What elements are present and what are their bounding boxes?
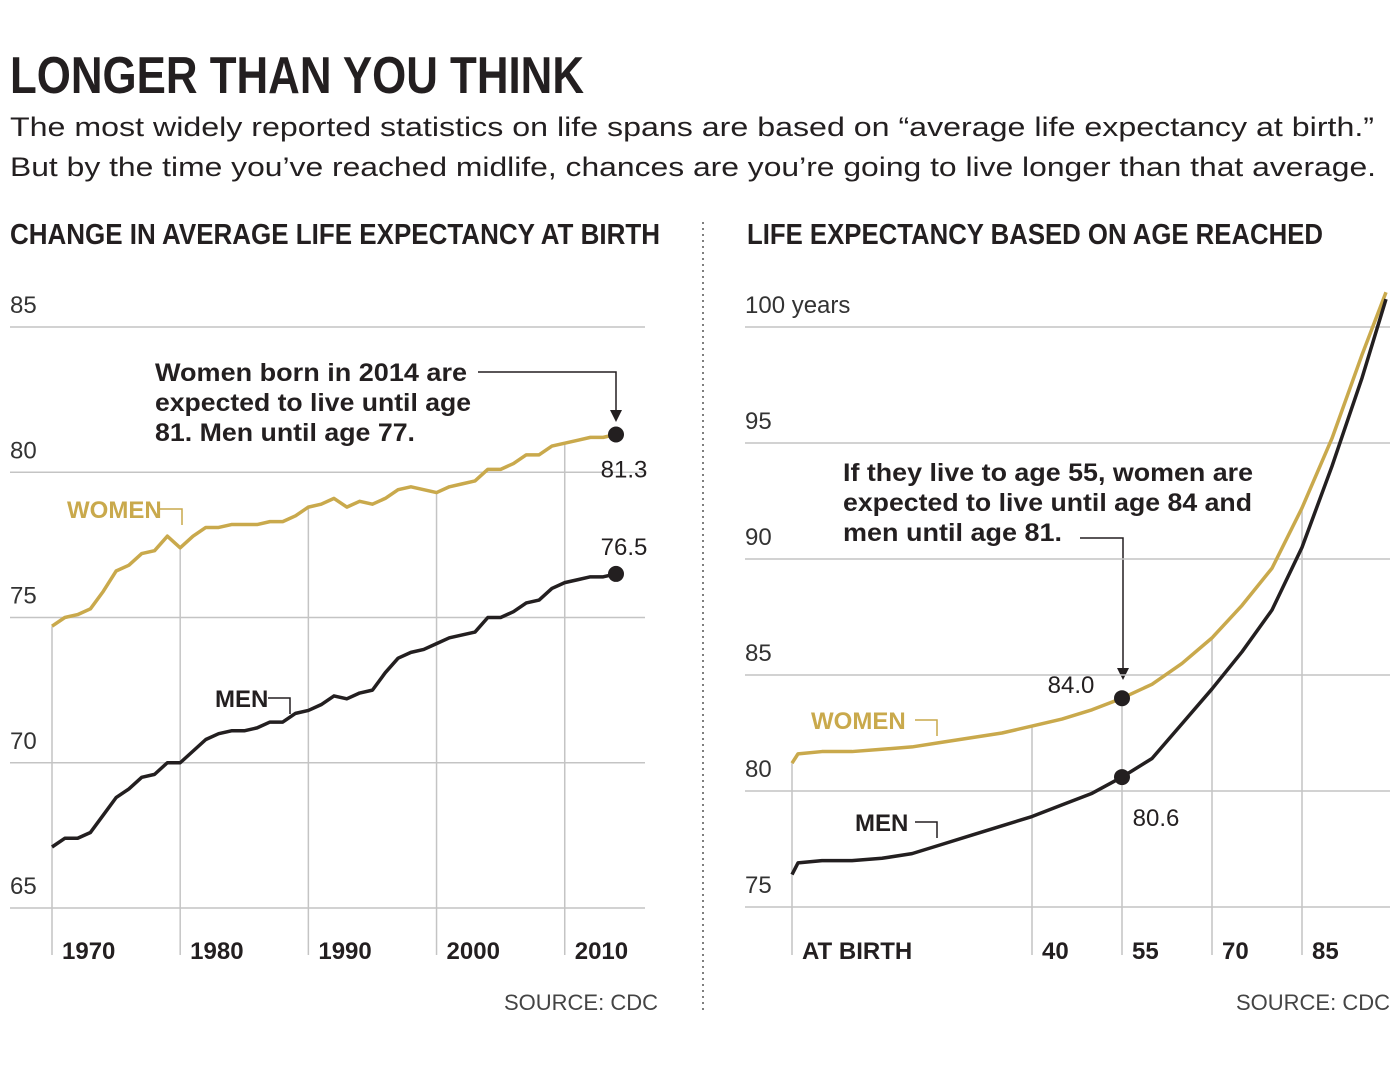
annotation-line: 81. Men until age 77. [155, 419, 415, 447]
x-tick-label: 70 [1222, 938, 1249, 965]
label-bracket [268, 697, 291, 714]
x-tick-label: 1970 [62, 938, 115, 965]
chart-title: CHANGE IN AVERAGE LIFE EXPECTANCY AT BIR… [10, 219, 660, 251]
series-label: WOMEN [67, 497, 162, 524]
y-tick-label: 75 [745, 872, 772, 899]
x-tick-label: 40 [1042, 938, 1069, 965]
x-tick-label: AT BIRTH [802, 938, 912, 965]
label-bracket [915, 821, 938, 838]
series-line [790, 298, 1388, 876]
page-title: LONGER THAN YOU THINK [10, 47, 584, 105]
value-label: 84.0 [1048, 672, 1095, 699]
data-point [1114, 769, 1130, 786]
series-label: MEN [855, 810, 908, 837]
y-tick-label: 100 years [745, 292, 850, 319]
x-tick-label: 1990 [318, 938, 371, 965]
subtitle-line: But by the time you’ve reached midlife, … [10, 152, 1376, 182]
data-point [608, 565, 624, 582]
series-label: MEN [215, 686, 268, 713]
y-tick-label: 70 [10, 728, 37, 755]
series-line [790, 291, 1388, 765]
annotation-arrow [478, 371, 617, 412]
value-label: 80.6 [1133, 805, 1180, 832]
subtitle-line: The most widely reported statistics on l… [10, 112, 1374, 142]
label-bracket [160, 508, 183, 525]
x-tick-label: 85 [1312, 938, 1339, 965]
label-bracket [915, 719, 938, 736]
value-label: 81.3 [601, 456, 648, 483]
annotation-line: expected to live until age [155, 389, 471, 417]
annotation-line: expected to live until age 84 and [843, 489, 1252, 517]
y-tick-label: 80 [10, 437, 37, 464]
annotation-line: If they live to age 55, women are [843, 459, 1253, 487]
arrow-head [1117, 668, 1129, 680]
y-tick-label: 80 [745, 756, 772, 783]
arrow-head [610, 410, 622, 422]
y-tick-label: 65 [10, 873, 37, 900]
annotation: If they live to age 55, women are expect… [843, 459, 1253, 680]
value-label: 76.5 [601, 534, 648, 561]
y-tick-label: 75 [10, 583, 37, 610]
x-tick-label: 2010 [575, 938, 628, 965]
source: SOURCE: CDC [504, 990, 658, 1015]
y-tick-label: 95 [745, 408, 772, 435]
series-line [51, 572, 617, 849]
data-point [1114, 690, 1130, 707]
source: SOURCE: CDC [1236, 990, 1390, 1015]
x-tick-label: 1980 [190, 938, 243, 965]
series-line [51, 432, 617, 628]
y-tick-label: 85 [10, 292, 37, 319]
plot: WOMEN 81.3 MEN 76.5 WOMEN 84.0 MEN 80.6 [51, 291, 1388, 876]
grid: 65 70 75 80 85 1970 1980 1990 2000 2010 75 80 85 90 95… [10, 292, 1390, 965]
annotation-line: men until age 81. [843, 519, 1062, 547]
annotation-arrow [1080, 537, 1124, 670]
chart-title: LIFE EXPECTANCY BASED ON AGE REACHED [747, 219, 1323, 251]
annotation: Women born in 2014 are expected to live … [155, 359, 622, 447]
data-point [608, 426, 624, 443]
y-tick-label: 85 [745, 640, 772, 667]
series-label: WOMEN [811, 708, 906, 735]
x-tick-label: 2000 [447, 938, 500, 965]
x-tick-label: 55 [1132, 938, 1159, 965]
annotation-line: Women born in 2014 are [155, 359, 467, 387]
y-tick-label: 90 [745, 524, 772, 551]
